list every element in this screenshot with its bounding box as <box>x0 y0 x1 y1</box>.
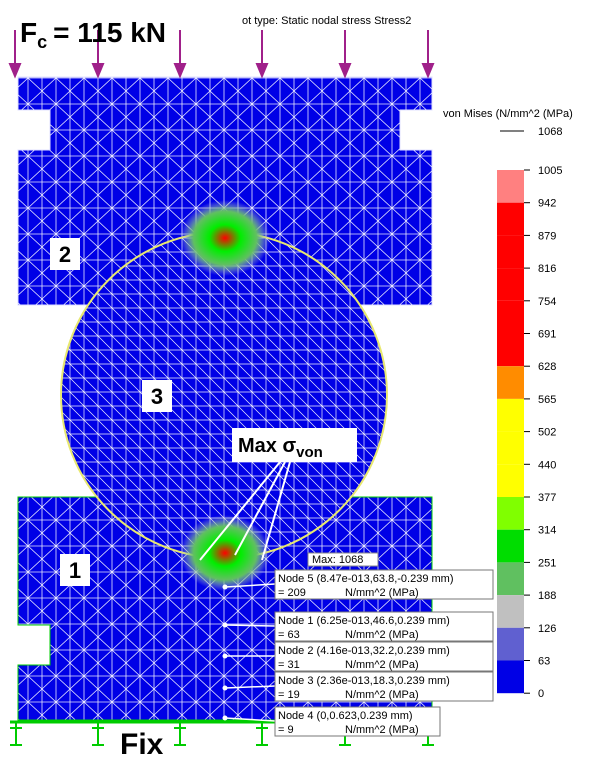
colorbar: 1005 942 879 816 754 691 628 565 502 440 377 314 251… <box>497 165 562 700</box>
part-label: 3 <box>151 384 163 409</box>
legend-label: 251 <box>538 557 556 569</box>
legend-title: von Mises (N/mm^2 (MPa) <box>443 108 573 120</box>
color-band <box>497 464 524 497</box>
legend-label: 502 <box>538 427 556 439</box>
arrow-head <box>423 64 433 76</box>
color-band <box>497 661 524 694</box>
legend-label: 314 <box>538 525 556 537</box>
probe-point <box>223 716 228 721</box>
legend-max: 1068 <box>538 126 562 138</box>
support-label: Fix <box>120 728 164 758</box>
color-band <box>497 235 524 268</box>
probe-label: Node 3 (2.36e-013,18.3,0.239 mm) <box>278 675 450 687</box>
color-band <box>497 530 524 563</box>
legend-label: 565 <box>538 394 556 406</box>
probe-label: Node 4 (0,0.623,0.239 mm) <box>278 710 413 722</box>
legend-label: 754 <box>538 296 556 308</box>
color-band <box>497 366 524 399</box>
legend-label: 879 <box>538 230 556 242</box>
legend-label: 942 <box>538 198 556 210</box>
support <box>10 722 22 745</box>
probe-label: Node 2 (4.16e-013,32.2,0.239 mm) <box>278 645 450 657</box>
arrow-head <box>93 64 103 76</box>
legend-label: 188 <box>538 590 556 602</box>
plot-type: ot type: Static nodal stress Stress2 <box>242 15 411 27</box>
probe-unit: N/mm^2 (MPa) <box>345 689 419 701</box>
part-label: 1 <box>69 558 81 583</box>
color-band <box>497 497 524 530</box>
color-band <box>497 301 524 334</box>
support <box>256 722 268 745</box>
force-label: Fc= 115 kN <box>20 17 166 52</box>
support <box>174 722 186 745</box>
color-band <box>497 203 524 236</box>
probe-point <box>223 686 228 691</box>
probe-point <box>223 654 228 659</box>
probe-unit: N/mm^2 (MPa) <box>345 587 419 599</box>
ball <box>61 232 387 558</box>
legend-label: 440 <box>538 459 556 471</box>
color-band <box>497 399 524 432</box>
color-band <box>497 562 524 595</box>
arrow-head <box>340 64 350 76</box>
color-band <box>497 170 524 203</box>
leader <box>225 625 275 626</box>
max-label: Max: 1068 <box>312 554 363 566</box>
legend-label: 1005 <box>538 165 562 177</box>
legend-label: 691 <box>538 329 556 341</box>
color-band <box>497 432 524 465</box>
part-label: 2 <box>59 242 71 267</box>
probe-value: = 19 <box>278 689 300 701</box>
probe-label: Node 5 (8.47e-013,63.8,-0.239 mm) <box>278 573 454 585</box>
hot-spot <box>180 200 270 276</box>
legend-label: 126 <box>538 623 556 635</box>
probe-value: = 9 <box>278 724 294 736</box>
legend-label: 816 <box>538 263 556 275</box>
probe-point <box>223 623 228 628</box>
support <box>92 722 104 745</box>
probe-value: = 31 <box>278 659 300 671</box>
legend-label: 628 <box>538 361 556 373</box>
probe-label: Node 1 (6.25e-013,46.6,0.239 mm) <box>278 615 450 627</box>
probe-value: = 209 <box>278 587 306 599</box>
color-band <box>497 595 524 628</box>
arrow-head <box>175 64 185 76</box>
probe-unit: N/mm^2 (MPa) <box>345 659 419 671</box>
probe-unit: N/mm^2 (MPa) <box>345 629 419 641</box>
legend-label: 0 <box>538 688 544 700</box>
probe-value: = 63 <box>278 629 300 641</box>
probe-point <box>223 585 228 590</box>
color-band <box>497 334 524 367</box>
color-band <box>497 628 524 661</box>
fea-plot: 2 3 1 Max σvon Fc= 115 kN ot type: Stati… <box>0 0 604 758</box>
hot-spot <box>180 515 270 591</box>
legend-label: 63 <box>538 656 550 668</box>
color-band <box>497 268 524 301</box>
arrow-head <box>257 64 267 76</box>
arrow-head <box>10 64 20 76</box>
probe-unit: N/mm^2 (MPa) <box>345 724 419 736</box>
legend-label: 377 <box>538 492 556 504</box>
